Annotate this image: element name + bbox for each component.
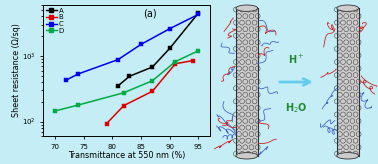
Legend: A, B, C, D: A, B, C, D <box>46 7 65 34</box>
FancyArrowPatch shape <box>280 79 310 85</box>
Text: H$^+$: H$^+$ <box>288 52 305 66</box>
Bar <box>236 8 258 156</box>
X-axis label: Transmittance at 550 nm (%): Transmittance at 550 nm (%) <box>68 151 185 160</box>
Bar <box>337 8 359 156</box>
Text: H$_2$O: H$_2$O <box>285 102 308 115</box>
Y-axis label: Sheet resistance (Ω/sq): Sheet resistance (Ω/sq) <box>12 24 21 117</box>
Ellipse shape <box>337 5 359 11</box>
Ellipse shape <box>337 153 359 159</box>
Text: (a): (a) <box>143 9 157 19</box>
Ellipse shape <box>236 153 258 159</box>
Ellipse shape <box>236 5 258 11</box>
